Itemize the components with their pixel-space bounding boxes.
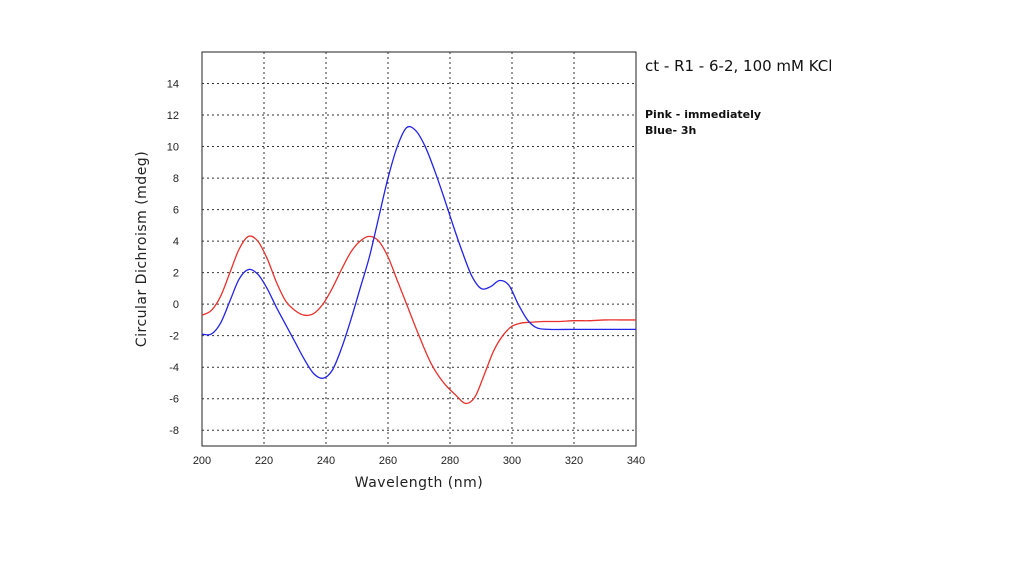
- x-tick-label: 240: [317, 455, 335, 467]
- y-tick-label: 14: [167, 79, 179, 91]
- x-tick-label: 320: [565, 455, 583, 467]
- x-tick-label: 340: [627, 455, 645, 467]
- y-tick-label: 2: [173, 268, 179, 280]
- annotation-blue: Blue- 3h: [645, 124, 697, 137]
- x-tick-label: 220: [255, 455, 273, 467]
- y-tick-label: -2: [169, 331, 179, 343]
- y-tick-label: 10: [167, 142, 179, 154]
- x-tick-label: 300: [503, 455, 521, 467]
- y-axis-label: Circular Dichroism (mdeg): [134, 151, 150, 347]
- plot-area: [201, 51, 637, 447]
- x-axis-label: Wavelength (nm): [355, 475, 483, 491]
- x-tick-label: 260: [379, 455, 397, 467]
- y-tick-label: -6: [169, 394, 179, 406]
- x-tick-label: 280: [441, 455, 459, 467]
- y-tick-label: 8: [173, 173, 179, 185]
- y-tick-label: -8: [169, 425, 179, 437]
- series-line-pink: [202, 235, 636, 405]
- y-tick-label: 4: [173, 236, 179, 248]
- annotation-pink: Pink - immediately: [645, 108, 762, 121]
- y-tick-label: -4: [169, 362, 179, 374]
- y-tick-label: 0: [173, 299, 179, 311]
- annotation-title: ct - R1 - 6-2, 100 mM KCl: [645, 57, 833, 75]
- x-tick-label: 200: [193, 455, 211, 467]
- y-tick-label: 12: [167, 110, 179, 122]
- y-tick-label: 6: [173, 205, 179, 217]
- series-line-blue: [202, 125, 636, 379]
